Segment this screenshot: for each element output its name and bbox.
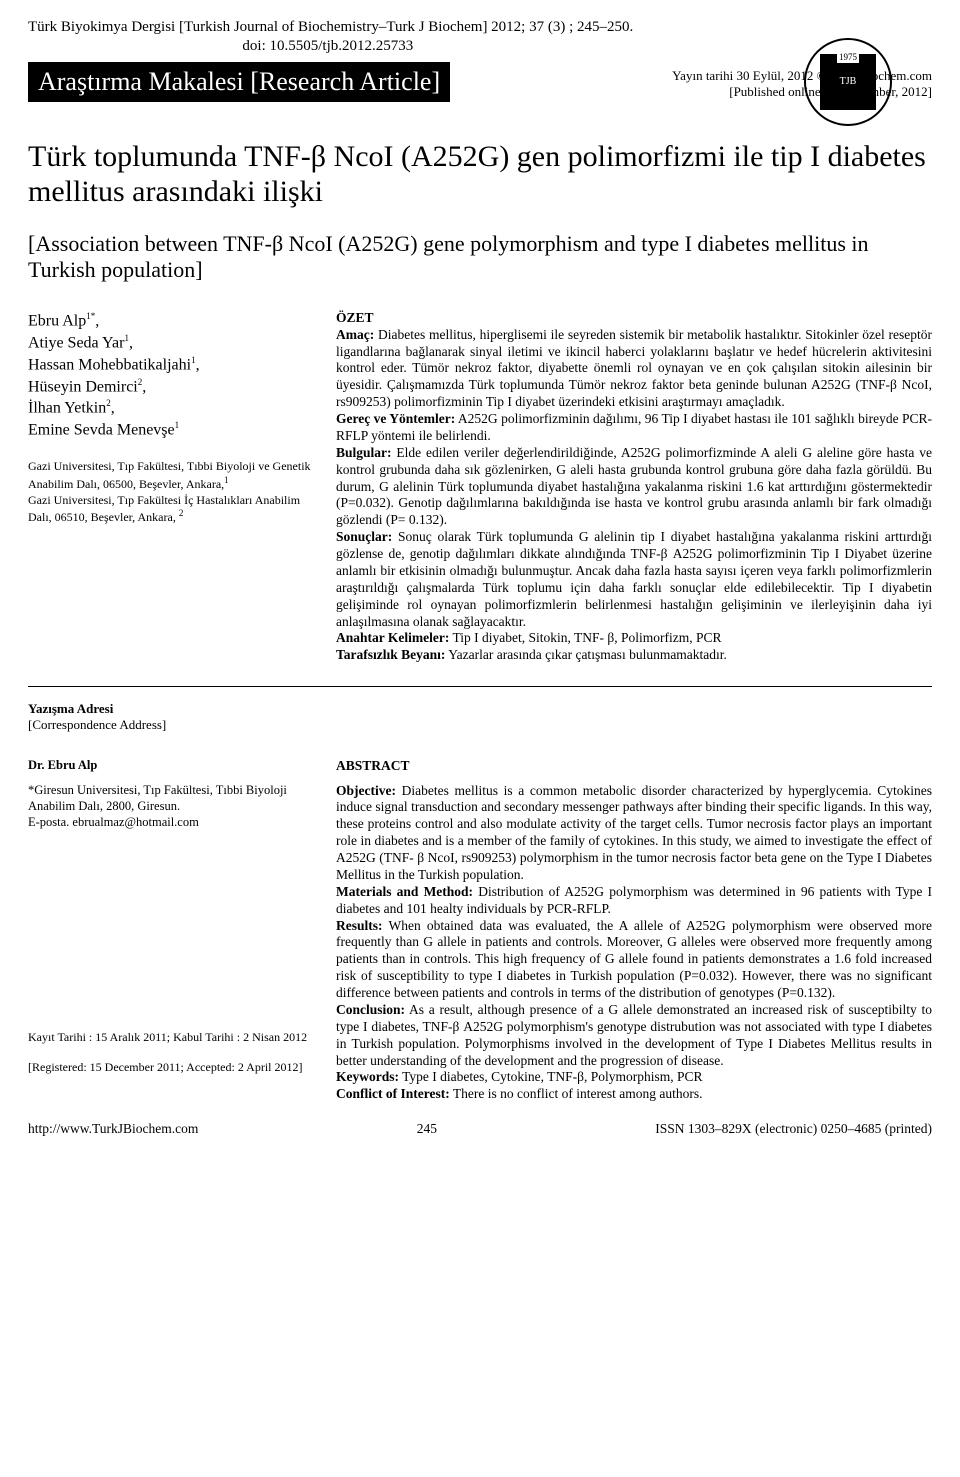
correspondence-heading: Yazışma Adresi [28,701,113,716]
footer-page: 245 [417,1121,437,1138]
dates-tr: Kayıt Tarihi : 15 Aralık 2011; Kabul Tar… [28,1030,307,1044]
journal-name-line: Türk Biyokimya Dergisi [Turkish Journal … [28,18,633,37]
correspondence-email: E-posta. ebrualmaz@hotmail.com [28,815,199,829]
dates-en: [Registered: 15 December 2011; Accepted:… [28,1060,302,1074]
abstract-body: Objective: Diabetes mellitus is a common… [336,783,932,1104]
article-title-tr: Türk toplumunda TNF-β NcoI (A252G) gen p… [28,140,932,209]
ozet-heading: ÖZET [336,310,932,327]
logo-year: 1975 [837,52,859,63]
footer-issn: ISSN 1303–829X (electronic) 0250–4685 (p… [655,1121,932,1138]
affiliations: Gazi Universitesi, Tıp Fakültesi, Tıbbi … [28,459,318,525]
pub-date-tr: Yayın tarihi 30 Eylül, 2012 © TurkJBioch… [672,68,932,84]
article-type-badge: Araştırma Makalesi [Research Article] [28,62,450,103]
article-title-en: [Association between TNF-β NcoI (A252G) … [28,231,932,284]
footer-url[interactable]: http://www.TurkJBiochem.com [28,1121,198,1138]
divider [28,686,932,687]
doi-line: doi: 10.5505/tjb.2012.25733 [28,37,633,56]
author-list: Ebru Alp1*, Atiye Seda Yar1, Hassan Mohe… [28,310,318,442]
correspondence-address: *Giresun Universitesi, Tıp Fakültesi, Tı… [28,783,287,813]
pub-date-en: [Published online 30 September, 2012] [672,84,932,100]
correspondence-heading-en: [Correspondence Address] [28,717,166,732]
journal-logo: 1975 TJB [804,38,892,126]
ozet-body: Amaç: Diabetes mellitus, hiperglisemi il… [336,327,932,665]
correspondence-name: Dr. Ebru Alp [28,758,318,774]
abstract-heading: ABSTRACT [336,758,932,775]
